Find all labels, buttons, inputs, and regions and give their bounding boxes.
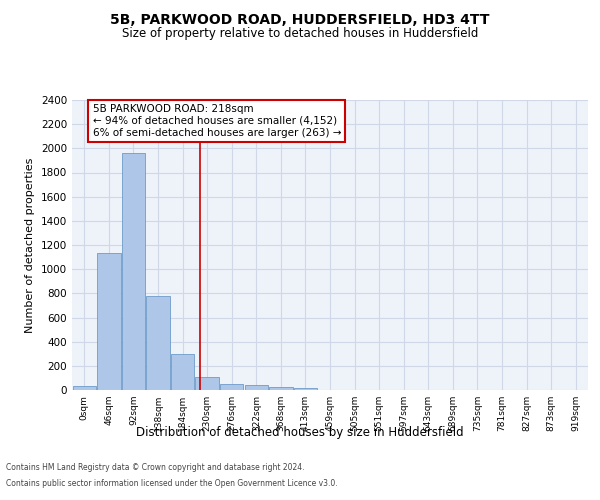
Bar: [146, 296, 170, 390]
Bar: [73, 386, 96, 390]
Text: Contains public sector information licensed under the Open Government Licence v3: Contains public sector information licen…: [6, 478, 338, 488]
Text: Distribution of detached houses by size in Huddersfield: Distribution of detached houses by size …: [136, 426, 464, 439]
Bar: [97, 253, 121, 390]
Bar: [122, 153, 145, 390]
Bar: [294, 388, 317, 390]
Y-axis label: Number of detached properties: Number of detached properties: [25, 158, 35, 332]
Bar: [269, 387, 293, 390]
Bar: [245, 385, 268, 390]
Text: Contains HM Land Registry data © Crown copyright and database right 2024.: Contains HM Land Registry data © Crown c…: [6, 464, 305, 472]
Text: 5B, PARKWOOD ROAD, HUDDERSFIELD, HD3 4TT: 5B, PARKWOOD ROAD, HUDDERSFIELD, HD3 4TT: [110, 12, 490, 26]
Text: 5B PARKWOOD ROAD: 218sqm
← 94% of detached houses are smaller (4,152)
6% of semi: 5B PARKWOOD ROAD: 218sqm ← 94% of detach…: [92, 104, 341, 138]
Text: Size of property relative to detached houses in Huddersfield: Size of property relative to detached ho…: [122, 28, 478, 40]
Bar: [196, 378, 219, 390]
Bar: [171, 354, 194, 390]
Bar: [220, 384, 244, 390]
